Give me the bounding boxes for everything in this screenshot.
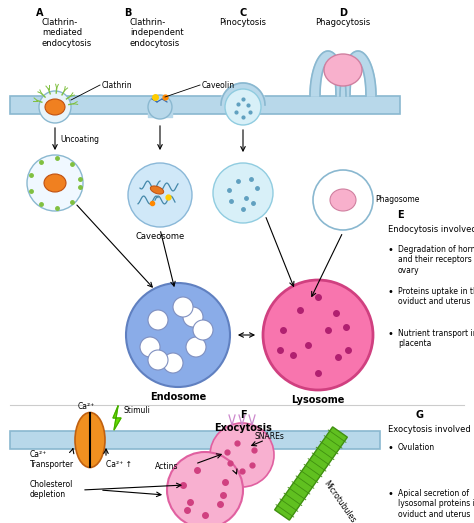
Ellipse shape xyxy=(44,174,66,192)
Text: Pinocytosis: Pinocytosis xyxy=(219,18,266,27)
Circle shape xyxy=(126,283,230,387)
Text: Clathrin: Clathrin xyxy=(102,81,133,89)
Bar xyxy=(10,431,380,449)
Polygon shape xyxy=(310,51,346,96)
Text: •: • xyxy=(388,245,394,255)
Circle shape xyxy=(140,337,160,357)
Ellipse shape xyxy=(75,413,105,468)
Text: Exocytosis: Exocytosis xyxy=(214,423,272,433)
Bar xyxy=(10,96,400,114)
Text: Caveosome: Caveosome xyxy=(136,232,185,241)
Text: Endocytosis involved in:: Endocytosis involved in: xyxy=(388,225,474,234)
Text: Lysosome: Lysosome xyxy=(292,395,345,405)
Text: Microtubules: Microtubules xyxy=(321,479,357,523)
Circle shape xyxy=(313,170,373,230)
Circle shape xyxy=(148,350,168,370)
Ellipse shape xyxy=(150,186,164,194)
Text: Phagocytosis: Phagocytosis xyxy=(315,18,371,27)
Text: Actins: Actins xyxy=(155,462,179,471)
Text: Uncoating: Uncoating xyxy=(60,135,99,144)
Ellipse shape xyxy=(45,99,65,115)
Circle shape xyxy=(193,320,213,340)
Text: G: G xyxy=(416,410,424,420)
Polygon shape xyxy=(221,83,265,105)
Text: SNAREs: SNAREs xyxy=(255,432,285,441)
Text: Degradation of hormones
and their receptors in the
ovary: Degradation of hormones and their recept… xyxy=(398,245,474,275)
Text: •: • xyxy=(388,443,394,453)
Text: Ovulation: Ovulation xyxy=(398,443,435,452)
Polygon shape xyxy=(340,51,376,96)
Text: C: C xyxy=(239,8,246,18)
Text: •: • xyxy=(388,489,394,499)
Polygon shape xyxy=(113,406,121,430)
Text: Ca²⁺: Ca²⁺ xyxy=(78,402,95,411)
Text: B: B xyxy=(124,8,132,18)
Circle shape xyxy=(148,310,168,330)
Circle shape xyxy=(39,91,71,123)
Text: E: E xyxy=(397,210,403,220)
Circle shape xyxy=(210,423,274,487)
Circle shape xyxy=(225,89,261,125)
Polygon shape xyxy=(274,427,347,520)
Text: Cholesterol
depletion: Cholesterol depletion xyxy=(30,480,73,499)
Circle shape xyxy=(263,280,373,390)
Ellipse shape xyxy=(330,189,356,211)
Text: Proteins uptake in the
oviduct and uterus: Proteins uptake in the oviduct and uteru… xyxy=(398,287,474,306)
Circle shape xyxy=(148,95,172,119)
Text: A: A xyxy=(36,8,44,18)
Circle shape xyxy=(213,163,273,223)
Text: Endosome: Endosome xyxy=(150,392,206,402)
Circle shape xyxy=(183,307,203,327)
Circle shape xyxy=(128,163,192,227)
Text: •: • xyxy=(388,329,394,339)
Text: Phagosome: Phagosome xyxy=(375,196,419,204)
Ellipse shape xyxy=(324,54,362,86)
Circle shape xyxy=(167,452,243,523)
Circle shape xyxy=(27,155,83,211)
Circle shape xyxy=(163,353,183,373)
Text: Caveolin: Caveolin xyxy=(202,81,235,89)
Text: •: • xyxy=(388,287,394,297)
Text: Ca²⁺
Transporter: Ca²⁺ Transporter xyxy=(30,450,74,470)
Text: D: D xyxy=(339,8,347,18)
Text: F: F xyxy=(240,410,246,420)
Text: Clathrin-
independent
endocytosis: Clathrin- independent endocytosis xyxy=(130,18,183,48)
Text: Clathrin-
mediated
endocytosis: Clathrin- mediated endocytosis xyxy=(42,18,92,48)
Circle shape xyxy=(173,297,193,317)
Circle shape xyxy=(186,337,206,357)
Text: Nutrient transport in the
placenta: Nutrient transport in the placenta xyxy=(398,329,474,348)
Text: Ca²⁺ ↑: Ca²⁺ ↑ xyxy=(106,460,132,469)
Text: Stimuli: Stimuli xyxy=(124,406,151,415)
Text: Apical secretion of
lysosomal proteins in the
oviduct and uterus: Apical secretion of lysosomal proteins i… xyxy=(398,489,474,519)
Text: Exocytosis involved in:: Exocytosis involved in: xyxy=(388,425,474,434)
